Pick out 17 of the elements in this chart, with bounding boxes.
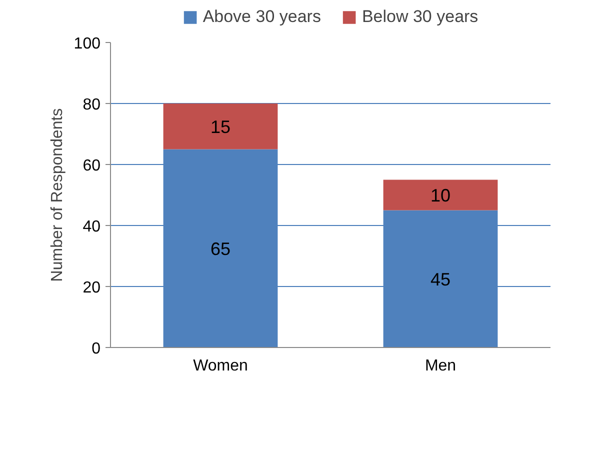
y-tick-label: 40: [82, 218, 101, 236]
legend-label: Above 30 years: [202, 7, 321, 27]
legend-label: Below 30 years: [362, 7, 478, 27]
x-tick-label: Men: [424, 358, 456, 374]
data-label: 10: [430, 186, 451, 206]
y-tick-label: 20: [82, 280, 101, 296]
x-tick-label: Women: [193, 358, 248, 374]
y-axis-title: Number of Respondents: [48, 108, 66, 282]
y-tick-label: 80: [82, 96, 101, 114]
bar: [383, 180, 498, 210]
data-label: 45: [430, 269, 451, 290]
y-tick-label: 100: [74, 36, 101, 52]
data-label: 65: [210, 238, 231, 259]
y-tick-label: 0: [92, 340, 101, 358]
data-label: 15: [210, 116, 231, 137]
y-tick-label: 60: [82, 158, 101, 174]
bar: [163, 104, 278, 150]
